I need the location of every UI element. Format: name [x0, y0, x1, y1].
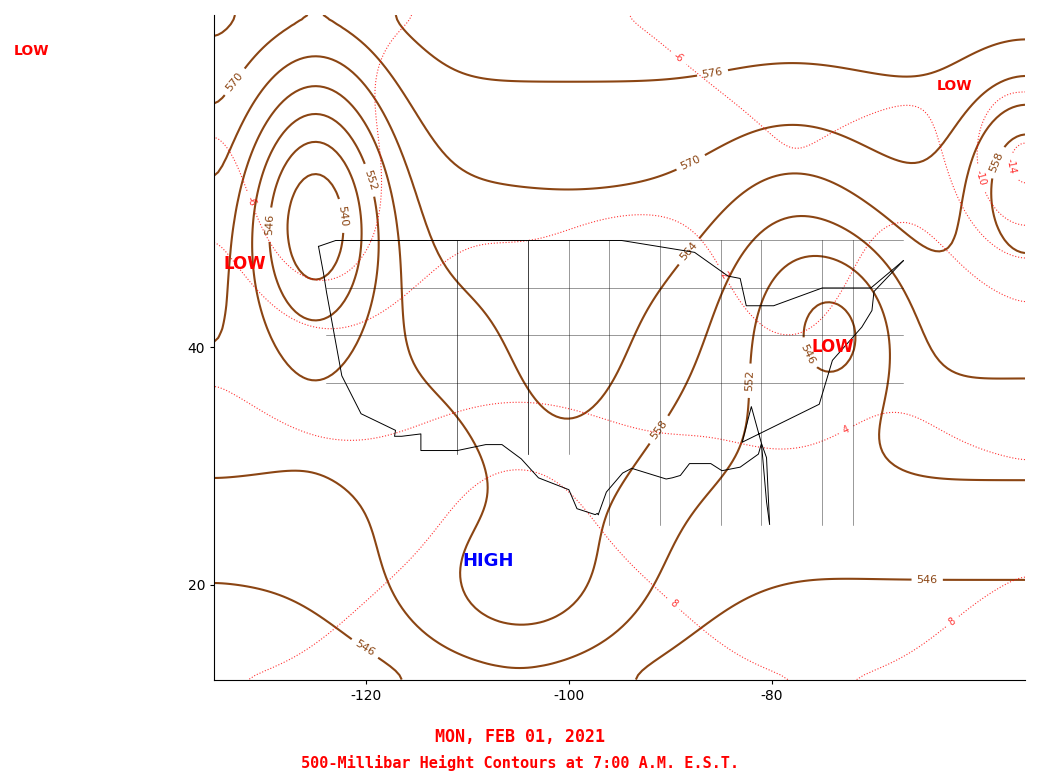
Text: LOW: LOW — [14, 44, 49, 58]
Text: LOW: LOW — [224, 255, 266, 273]
Text: 570: 570 — [679, 154, 703, 172]
Text: 4: 4 — [841, 424, 851, 436]
Text: LOW: LOW — [811, 339, 854, 356]
Text: 552: 552 — [362, 168, 379, 192]
Text: 546: 546 — [264, 214, 275, 236]
Text: 546: 546 — [916, 575, 938, 585]
Text: MON, FEB 01, 2021: MON, FEB 01, 2021 — [435, 728, 605, 746]
Text: 564: 564 — [678, 240, 700, 263]
Text: 570: 570 — [225, 70, 245, 94]
Text: 540: 540 — [336, 204, 349, 227]
Text: 546: 546 — [799, 342, 816, 366]
Text: 576: 576 — [701, 66, 724, 80]
Text: -10: -10 — [973, 168, 987, 186]
Text: 546: 546 — [354, 639, 376, 658]
Text: -6: -6 — [244, 194, 257, 207]
Text: 8: 8 — [668, 598, 679, 609]
Text: HIGH: HIGH — [462, 552, 514, 570]
Text: 500-Millibar Height Contours at 7:00 A.M. E.S.T.: 500-Millibar Height Contours at 7:00 A.M… — [301, 755, 739, 771]
Text: -6: -6 — [672, 51, 685, 65]
Text: -14: -14 — [1005, 158, 1018, 176]
Text: LOW: LOW — [936, 80, 971, 93]
Text: 558: 558 — [649, 418, 670, 441]
Text: -2: -2 — [717, 268, 730, 281]
Text: 558: 558 — [988, 151, 1006, 173]
Text: 552: 552 — [744, 370, 755, 392]
Text: 8: 8 — [946, 615, 958, 627]
